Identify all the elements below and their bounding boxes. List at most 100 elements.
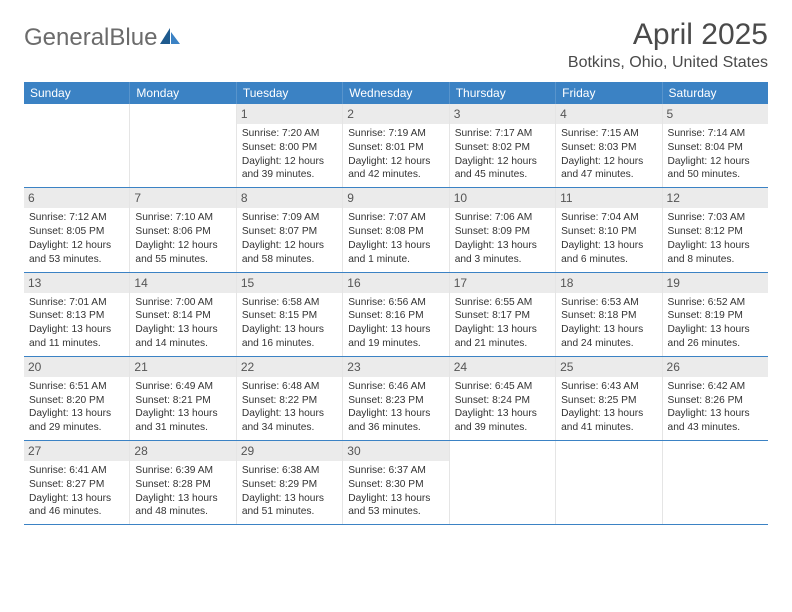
day-daylight1: Daylight: 12 hours (561, 155, 656, 169)
day-sunrise: Sunrise: 7:01 AM (29, 296, 124, 310)
day-daylight2: and 3 minutes. (455, 253, 550, 267)
day-number: 10 (450, 188, 555, 208)
day-sunrise: Sunrise: 7:00 AM (135, 296, 230, 310)
day-cell: 30Sunrise: 6:37 AMSunset: 8:30 PMDayligh… (343, 441, 449, 524)
day-sunrise: Sunrise: 6:55 AM (455, 296, 550, 310)
day-daylight1: Daylight: 13 hours (29, 323, 124, 337)
day-cell (130, 104, 236, 187)
day-sunrise: Sunrise: 6:39 AM (135, 464, 230, 478)
day-number: 1 (237, 104, 342, 124)
day-daylight2: and 31 minutes. (135, 421, 230, 435)
day-number: 15 (237, 273, 342, 293)
day-cell: 16Sunrise: 6:56 AMSunset: 8:16 PMDayligh… (343, 273, 449, 356)
day-sunset: Sunset: 8:05 PM (29, 225, 124, 239)
title-block: April 2025 Botkins, Ohio, United States (568, 18, 768, 72)
day-sunset: Sunset: 8:22 PM (242, 394, 337, 408)
day-number: 20 (24, 357, 129, 377)
day-daylight1: Daylight: 13 hours (348, 492, 443, 506)
day-daylight2: and 48 minutes. (135, 505, 230, 519)
day-sunrise: Sunrise: 6:51 AM (29, 380, 124, 394)
day-number: 12 (663, 188, 768, 208)
day-number: 8 (237, 188, 342, 208)
weekday-header: Saturday (663, 82, 768, 104)
day-daylight1: Daylight: 13 hours (455, 323, 550, 337)
logo: GeneralBlue (24, 24, 180, 52)
weekday-header: Thursday (450, 82, 556, 104)
day-daylight2: and 21 minutes. (455, 337, 550, 351)
day-cell: 10Sunrise: 7:06 AMSunset: 8:09 PMDayligh… (450, 188, 556, 271)
day-cell: 21Sunrise: 6:49 AMSunset: 8:21 PMDayligh… (130, 357, 236, 440)
day-daylight2: and 24 minutes. (561, 337, 656, 351)
day-sunrise: Sunrise: 7:20 AM (242, 127, 337, 141)
day-sunrise: Sunrise: 7:12 AM (29, 211, 124, 225)
day-daylight2: and 42 minutes. (348, 168, 443, 182)
day-sunrise: Sunrise: 6:56 AM (348, 296, 443, 310)
day-cell: 6Sunrise: 7:12 AMSunset: 8:05 PMDaylight… (24, 188, 130, 271)
day-daylight1: Daylight: 13 hours (561, 407, 656, 421)
day-cell: 25Sunrise: 6:43 AMSunset: 8:25 PMDayligh… (556, 357, 662, 440)
day-daylight1: Daylight: 13 hours (348, 407, 443, 421)
day-sunset: Sunset: 8:14 PM (135, 309, 230, 323)
day-sunset: Sunset: 8:07 PM (242, 225, 337, 239)
day-daylight2: and 39 minutes. (242, 168, 337, 182)
day-sunrise: Sunrise: 6:42 AM (668, 380, 763, 394)
day-daylight1: Daylight: 12 hours (348, 155, 443, 169)
day-sunset: Sunset: 8:17 PM (455, 309, 550, 323)
day-number: 13 (24, 273, 129, 293)
day-sunrise: Sunrise: 6:45 AM (455, 380, 550, 394)
day-daylight1: Daylight: 13 hours (135, 492, 230, 506)
day-number: 5 (663, 104, 768, 124)
day-daylight1: Daylight: 12 hours (455, 155, 550, 169)
logo-sail-icon (160, 28, 180, 44)
day-sunset: Sunset: 8:21 PM (135, 394, 230, 408)
day-number: 25 (556, 357, 661, 377)
day-number: 29 (237, 441, 342, 461)
day-cell (24, 104, 130, 187)
weekday-header: Tuesday (237, 82, 343, 104)
day-daylight1: Daylight: 13 hours (455, 407, 550, 421)
day-daylight2: and 16 minutes. (242, 337, 337, 351)
location: Botkins, Ohio, United States (568, 54, 768, 72)
day-number: 16 (343, 273, 448, 293)
day-daylight2: and 53 minutes. (348, 505, 443, 519)
day-daylight1: Daylight: 13 hours (668, 407, 763, 421)
day-daylight1: Daylight: 13 hours (561, 239, 656, 253)
day-daylight2: and 6 minutes. (561, 253, 656, 267)
day-daylight1: Daylight: 13 hours (348, 323, 443, 337)
day-number: 2 (343, 104, 448, 124)
day-sunset: Sunset: 8:18 PM (561, 309, 656, 323)
day-sunset: Sunset: 8:12 PM (668, 225, 763, 239)
day-cell: 26Sunrise: 6:42 AMSunset: 8:26 PMDayligh… (663, 357, 768, 440)
day-number: 28 (130, 441, 235, 461)
day-cell: 11Sunrise: 7:04 AMSunset: 8:10 PMDayligh… (556, 188, 662, 271)
day-cell: 15Sunrise: 6:58 AMSunset: 8:15 PMDayligh… (237, 273, 343, 356)
day-sunset: Sunset: 8:09 PM (455, 225, 550, 239)
day-sunset: Sunset: 8:30 PM (348, 478, 443, 492)
week-row: 27Sunrise: 6:41 AMSunset: 8:27 PMDayligh… (24, 441, 768, 525)
day-daylight2: and 11 minutes. (29, 337, 124, 351)
day-sunrise: Sunrise: 7:10 AM (135, 211, 230, 225)
day-sunrise: Sunrise: 6:58 AM (242, 296, 337, 310)
day-daylight2: and 46 minutes. (29, 505, 124, 519)
day-cell: 8Sunrise: 7:09 AMSunset: 8:07 PMDaylight… (237, 188, 343, 271)
day-daylight2: and 47 minutes. (561, 168, 656, 182)
day-number: 6 (24, 188, 129, 208)
day-daylight1: Daylight: 13 hours (668, 323, 763, 337)
day-sunset: Sunset: 8:08 PM (348, 225, 443, 239)
day-daylight1: Daylight: 13 hours (29, 407, 124, 421)
day-sunrise: Sunrise: 7:03 AM (668, 211, 763, 225)
day-sunset: Sunset: 8:25 PM (561, 394, 656, 408)
day-cell: 18Sunrise: 6:53 AMSunset: 8:18 PMDayligh… (556, 273, 662, 356)
day-cell: 4Sunrise: 7:15 AMSunset: 8:03 PMDaylight… (556, 104, 662, 187)
weeks-container: 1Sunrise: 7:20 AMSunset: 8:00 PMDaylight… (24, 104, 768, 525)
day-sunset: Sunset: 8:29 PM (242, 478, 337, 492)
day-cell: 28Sunrise: 6:39 AMSunset: 8:28 PMDayligh… (130, 441, 236, 524)
day-number: 30 (343, 441, 448, 461)
day-number: 21 (130, 357, 235, 377)
day-daylight1: Daylight: 13 hours (668, 239, 763, 253)
weekday-header: Sunday (24, 82, 130, 104)
day-sunset: Sunset: 8:19 PM (668, 309, 763, 323)
day-cell: 29Sunrise: 6:38 AMSunset: 8:29 PMDayligh… (237, 441, 343, 524)
week-row: 20Sunrise: 6:51 AMSunset: 8:20 PMDayligh… (24, 357, 768, 441)
logo-text: GeneralBlue (24, 24, 157, 52)
